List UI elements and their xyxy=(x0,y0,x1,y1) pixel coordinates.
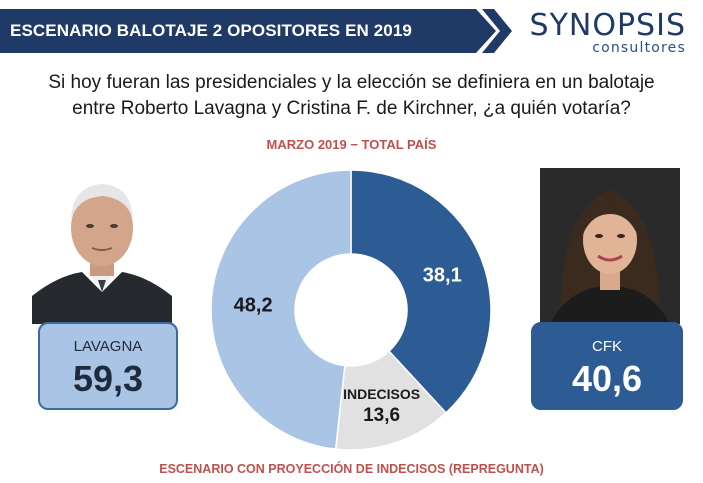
question-line-1: Si hoy fueran las presidenciales y la el… xyxy=(48,72,655,93)
lavagna-card: LAVAGNA 59,3 xyxy=(38,322,178,410)
lavagna-name: LAVAGNA xyxy=(73,338,143,355)
cfk-portrait xyxy=(540,168,680,324)
survey-question: Si hoy fueran las presidenciales y la el… xyxy=(0,70,703,122)
logo-wordmark: SYNOPSIS xyxy=(529,8,686,43)
title-banner: ESCENARIO BALOTAJE 2 OPOSITORES EN 2019 xyxy=(0,9,512,53)
donut-slice-2 xyxy=(210,169,352,450)
logo-subtitle: consultores xyxy=(592,40,686,56)
cfk-name: CFK xyxy=(592,338,622,355)
cfk-card: CFK 40,6 xyxy=(531,322,683,410)
cfk-value: 40,6 xyxy=(571,358,643,399)
synopsis-logo: SYNOPSIS consultores xyxy=(530,8,700,58)
page-title: ESCENARIO BALOTAJE 2 OPOSITORES EN 2019 xyxy=(10,21,412,40)
lavagna-value: 59,3 xyxy=(72,358,144,399)
slice-label-1: INDECISOS xyxy=(343,386,420,402)
slice-value-2: 48,2 xyxy=(234,295,273,317)
portrait-image-cfk xyxy=(540,168,680,324)
slice-value-0: 38,1 xyxy=(423,264,462,286)
lavagna-portrait xyxy=(32,168,172,324)
question-line-2: entre Roberto Lavagna y Cristina F. de K… xyxy=(72,98,631,119)
donut-slice-1 xyxy=(334,350,448,451)
slice-value-1: 13,6 xyxy=(363,405,400,426)
donut-slice-0 xyxy=(350,169,492,414)
portrait-image-lavagna xyxy=(32,168,172,324)
period-subtitle: MARZO 2019 − TOTAL PAÍS xyxy=(266,137,437,152)
footnote: ESCENARIO CON PROYECCIÓN DE INDECISOS (R… xyxy=(159,462,544,476)
banner-shape xyxy=(0,9,512,53)
